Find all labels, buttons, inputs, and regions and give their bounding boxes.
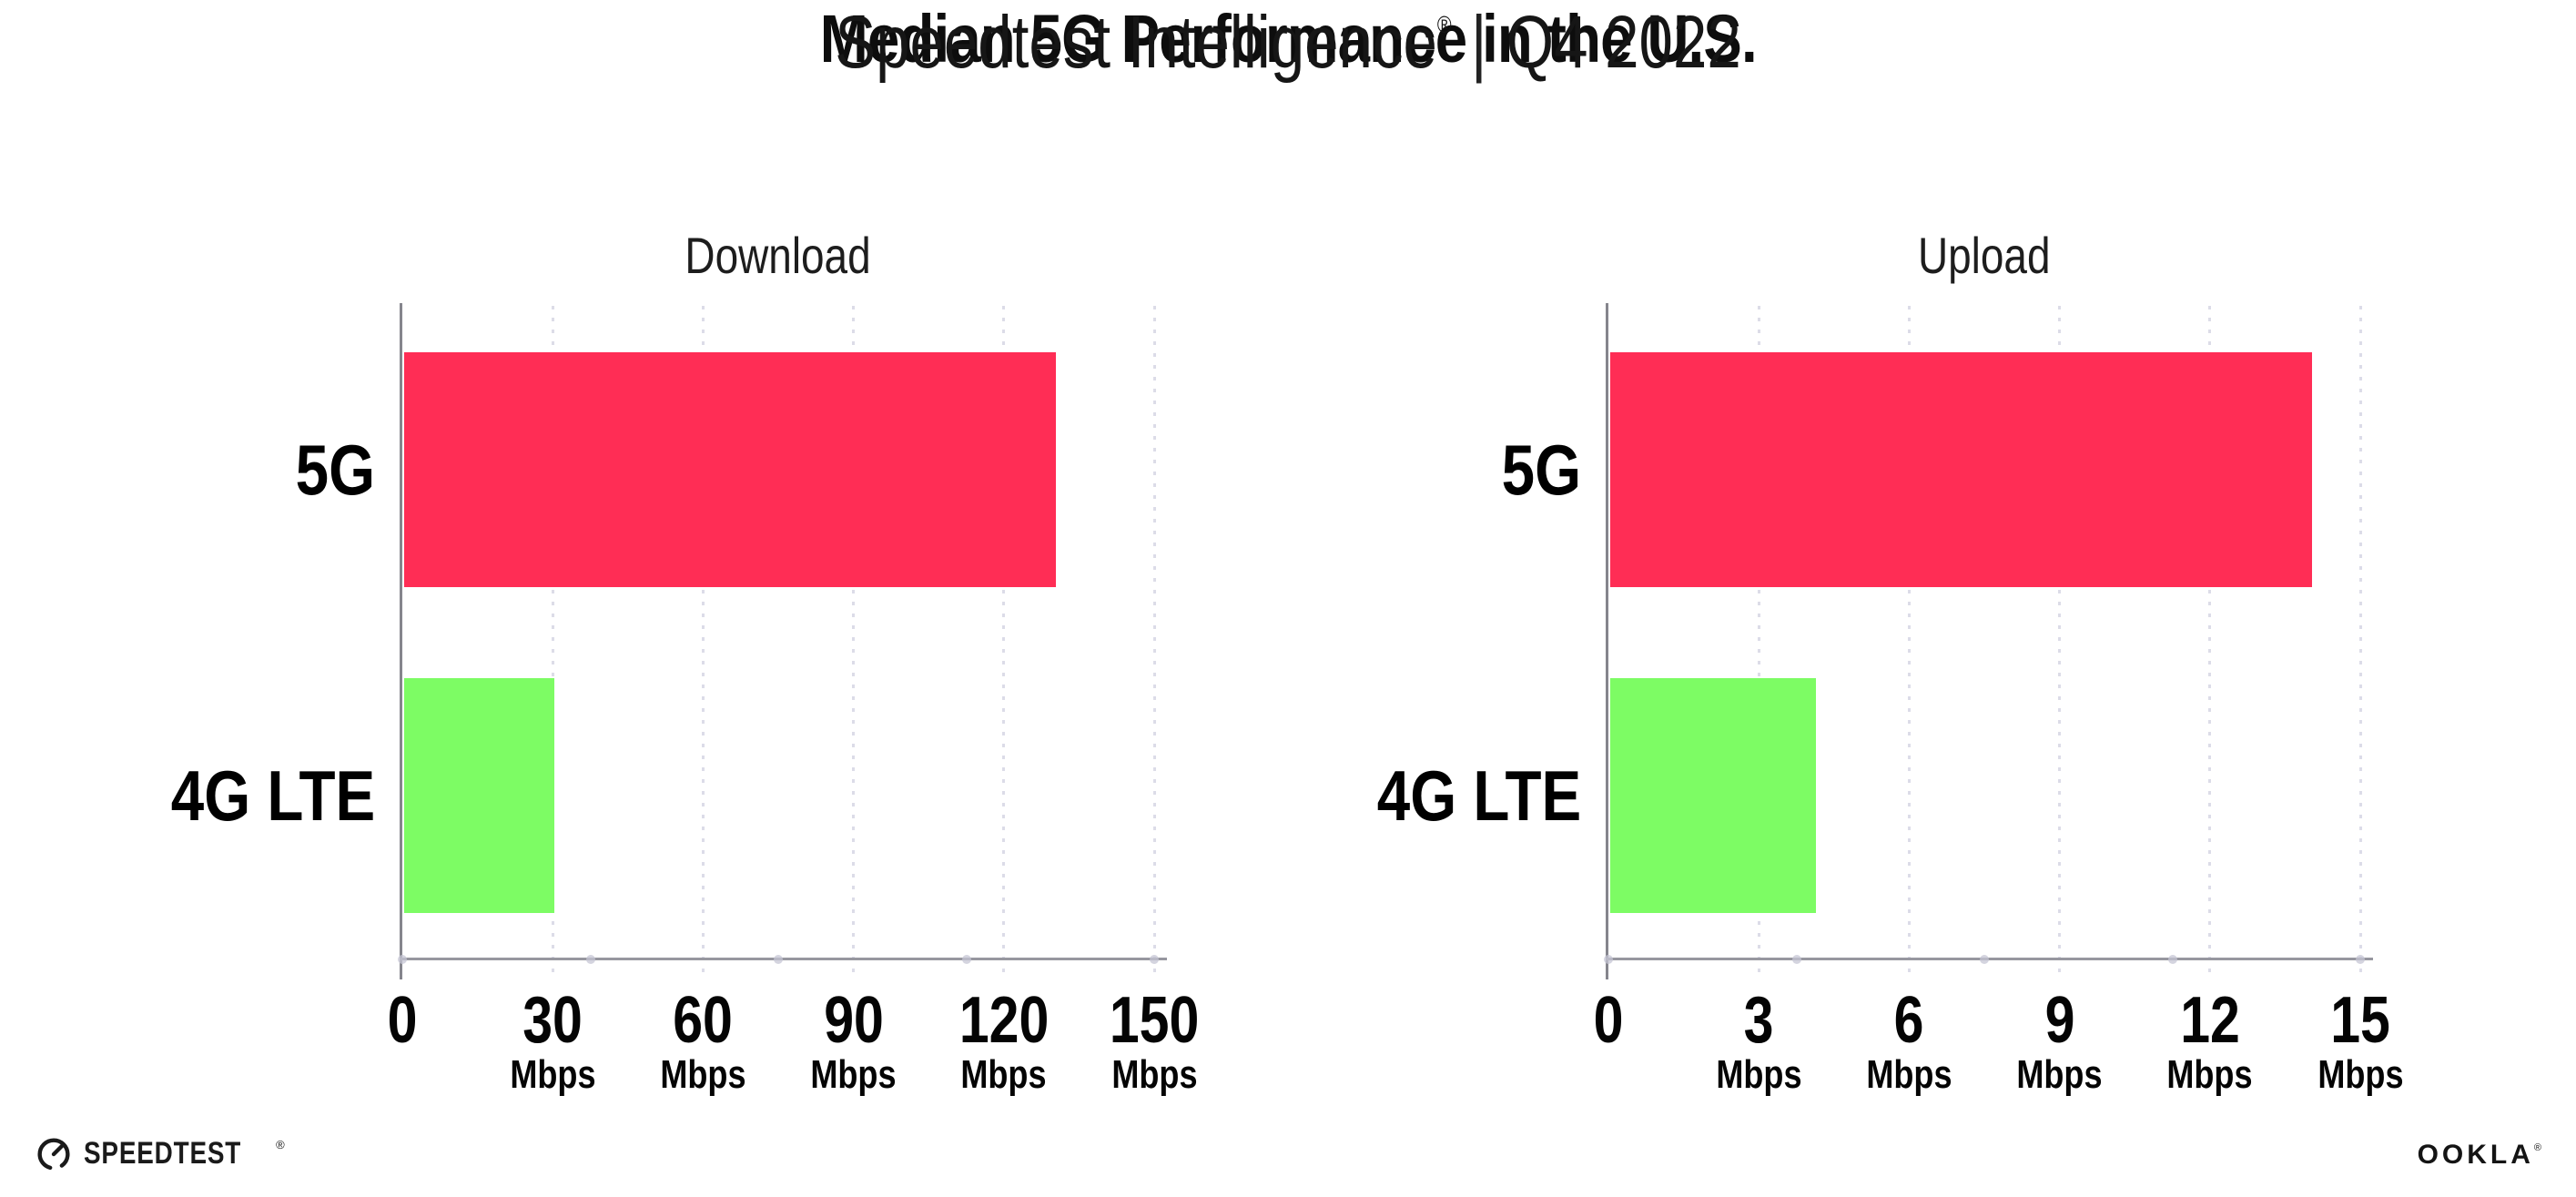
tick-label-3: 3 Mbps: [1658, 988, 1859, 1095]
tick-unit: Mbps: [1716, 1052, 1802, 1097]
tick-value: 60: [673, 984, 734, 1057]
x-axis-line: [400, 958, 1167, 960]
tick-value: 12: [2179, 984, 2240, 1057]
tick-label-12: 12 Mbps: [2110, 988, 2310, 1095]
gridline-6-mbps: [1907, 306, 1911, 976]
chart-title-text: Download: [685, 227, 872, 284]
tick-label-90: 90 Mbps: [754, 988, 954, 1095]
tick-unit: Mbps: [2166, 1052, 2253, 1097]
bar-5g-download: [404, 352, 1056, 587]
axis-tick-dot: [1604, 954, 1613, 964]
bar-5g-upload: [1610, 352, 2312, 587]
chart-title-upload: Upload: [1517, 226, 2451, 285]
category-label-4g-lte: 4G LTE: [0, 760, 375, 831]
chart-title-download: Download: [311, 226, 1245, 285]
axis-tick-dot: [2356, 954, 2365, 964]
tick-value: 150: [1109, 984, 1200, 1057]
tick-label-0: 0: [1508, 988, 1709, 1053]
gridline-60-mbps: [701, 306, 705, 976]
subtitle-period: Q4 2022: [1506, 1, 1741, 84]
axis-tick-dot: [1150, 954, 1159, 964]
gridline-120-mbps: [1002, 306, 1006, 976]
tick-label-120: 120 Mbps: [904, 988, 1104, 1095]
axis-tick-dot: [585, 954, 595, 964]
page-title: Median 5G Performance in the U.S.: [0, 0, 2576, 77]
category-label-text: 5G: [1501, 430, 1581, 510]
tick-unit: Mbps: [510, 1052, 596, 1097]
gridline-150-mbps: [1152, 306, 1156, 976]
tick-value: 3: [1743, 984, 1774, 1057]
gridline-90-mbps: [852, 306, 856, 976]
axis-tick-dot: [774, 954, 783, 964]
registered-mark: ®: [1436, 11, 1452, 38]
axis-tick-dot: [2167, 954, 2177, 964]
tick-value: 0: [1593, 984, 1624, 1057]
x-axis-line: [1606, 958, 2373, 960]
category-label-text: 4G LTE: [1376, 756, 1581, 836]
tick-label-9: 9 Mbps: [1960, 988, 2160, 1095]
tick-value: 15: [2330, 984, 2390, 1057]
gridline-15-mbps: [2358, 306, 2362, 976]
tick-label-15: 15 Mbps: [2260, 988, 2460, 1095]
category-label-5g: 5G: [1035, 434, 1581, 505]
category-label-text: 5G: [295, 430, 375, 510]
speedtest-registered-mark: ®: [276, 1138, 285, 1151]
gridline-12-mbps: [2208, 306, 2212, 976]
tick-unit: Mbps: [810, 1052, 897, 1097]
axis-tick-dot: [398, 954, 407, 964]
axis-tick-dot: [961, 954, 971, 964]
tick-value: 120: [958, 984, 1050, 1057]
tick-label-60: 60 Mbps: [603, 988, 803, 1095]
tick-value: 6: [1893, 984, 1924, 1057]
y-axis-line: [400, 303, 402, 979]
tick-label-30: 30 Mbps: [452, 988, 653, 1095]
axis-tick-dot: [1791, 954, 1801, 964]
gridline-3-mbps: [1757, 306, 1760, 976]
page-subtitle: Speedtest Intelligence® | Q4 2022: [0, 0, 2576, 86]
category-label-5g: 5G: [0, 434, 375, 505]
tick-label-150: 150 Mbps: [1054, 988, 1254, 1095]
tick-unit: Mbps: [2016, 1052, 2103, 1097]
axis-tick-dot: [1980, 954, 1989, 964]
subtitle-divider: |: [1470, 1, 1487, 84]
chart-title-text: Upload: [1918, 227, 2051, 284]
speedtest-logo-label: SPEEDTEST: [84, 1136, 242, 1171]
tick-label-0: 0: [302, 988, 502, 1053]
tick-value: 0: [387, 984, 418, 1057]
gridline-9-mbps: [2058, 306, 2062, 976]
subtitle-product: Speedtest Intelligence: [835, 1, 1437, 84]
tick-value: 9: [2044, 984, 2075, 1057]
tick-unit: Mbps: [2317, 1052, 2404, 1097]
tick-unit: Mbps: [1111, 1052, 1198, 1097]
tick-value: 90: [823, 984, 884, 1057]
tick-unit: Mbps: [660, 1052, 746, 1097]
page-title-text: Median 5G Performance in the U.S.: [819, 1, 1757, 76]
bar-4g-lte-download: [404, 678, 555, 913]
category-label-4g-lte: 4G LTE: [1035, 760, 1581, 831]
speedtest-gauge-icon: [37, 1137, 70, 1171]
category-label-text: 4G LTE: [170, 756, 375, 836]
ookla-logo-label: OOKLA: [2417, 1140, 2534, 1170]
bar-4g-lte-upload: [1610, 678, 1816, 913]
tick-value: 30: [522, 984, 583, 1057]
tick-unit: Mbps: [1866, 1052, 1952, 1097]
y-axis-line: [1606, 303, 1608, 979]
gridline-30-mbps: [551, 306, 554, 976]
tick-label-6: 6 Mbps: [1809, 988, 2009, 1095]
tick-unit: Mbps: [960, 1052, 1047, 1097]
ookla-registered-mark: ®: [2533, 1142, 2541, 1153]
ookla-logo: OOKLA®: [2418, 1140, 2541, 1171]
speedtest-logo: SPEEDTEST ®: [36, 1136, 285, 1172]
